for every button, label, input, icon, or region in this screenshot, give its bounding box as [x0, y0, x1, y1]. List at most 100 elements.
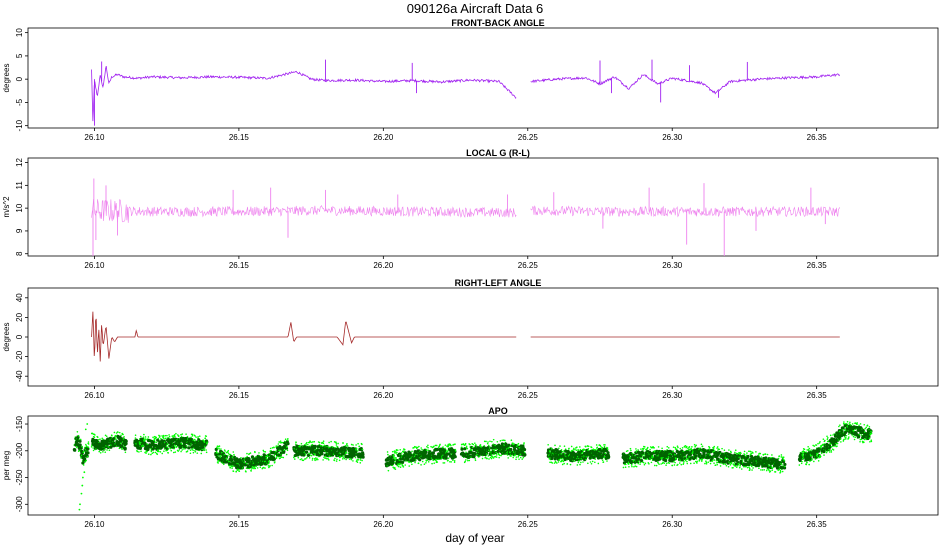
data-point: [254, 451, 256, 454]
data-point: [269, 452, 271, 455]
data-point: [771, 469, 774, 471]
data-point: [649, 448, 651, 451]
data-point: [452, 459, 454, 462]
data-point: [387, 453, 389, 456]
data-point: [165, 437, 167, 439]
data-point: [835, 442, 837, 445]
plot-area: [91, 59, 841, 126]
data-point: [801, 460, 803, 463]
data-point: [705, 460, 707, 463]
data-point: [159, 435, 161, 437]
data-point: [248, 453, 251, 455]
data-point: [509, 447, 513, 452]
data-point: [344, 444, 347, 447]
data-point: [275, 450, 277, 453]
data-point: [275, 457, 278, 460]
data-point: [134, 434, 137, 437]
data-point: [640, 448, 642, 450]
data-point: [759, 452, 762, 455]
data-point: [105, 435, 108, 438]
data-point: [231, 465, 234, 468]
data-point: [738, 466, 741, 469]
data-point: [826, 435, 828, 438]
data-point: [264, 467, 266, 469]
data-point: [313, 444, 317, 448]
data-point: [216, 447, 219, 450]
data-point: [300, 458, 303, 460]
data-point: [267, 464, 270, 467]
data-point: [830, 451, 833, 453]
y-tick-label: -10: [15, 119, 24, 131]
data-point: [341, 458, 344, 460]
data-point: [418, 445, 420, 448]
data-point: [438, 445, 441, 448]
y-tick-label: -150: [15, 415, 24, 432]
data-point: [852, 435, 855, 438]
data-point: [145, 439, 147, 441]
data-point: [689, 448, 692, 451]
data-point: [431, 462, 433, 465]
data-point: [559, 445, 561, 447]
data-point: [310, 454, 313, 457]
data-point: [665, 462, 668, 465]
data-point: [185, 445, 188, 447]
y-tick-label: 8: [15, 251, 24, 256]
data-point: [95, 448, 97, 450]
data-point: [279, 449, 281, 452]
data-point: [832, 434, 834, 436]
data-point: [191, 435, 194, 437]
data-point: [464, 442, 467, 445]
data-point: [328, 441, 330, 444]
data-point: [523, 453, 527, 457]
data-point: [864, 427, 867, 430]
data-point: [352, 460, 354, 462]
data-point: [658, 463, 660, 465]
data-point: [775, 466, 780, 470]
data-point: [551, 462, 554, 464]
data-point: [392, 454, 395, 456]
x-tick-label: 26.10: [84, 520, 105, 529]
data-point: [453, 455, 457, 459]
series-line: [530, 205, 841, 218]
data-point: [650, 461, 653, 464]
data-point: [778, 468, 781, 471]
data-point: [82, 464, 85, 466]
data-point: [595, 448, 597, 451]
data-point: [327, 457, 329, 460]
data-point: [570, 445, 573, 448]
x-tick-label: 26.30: [662, 391, 683, 400]
data-point: [774, 471, 777, 473]
data-point: [424, 450, 428, 454]
data-point: [696, 460, 699, 463]
data-point: [180, 435, 183, 438]
data-point: [144, 436, 147, 438]
x-tick-label: 26.15: [229, 261, 250, 270]
data-point: [322, 442, 325, 445]
data-point: [802, 457, 804, 460]
data-point: [200, 452, 203, 455]
data-point: [671, 464, 674, 467]
data-point: [119, 444, 124, 448]
data-point: [806, 461, 808, 464]
data-point: [808, 447, 811, 450]
data-point: [769, 470, 772, 473]
data-point: [267, 462, 270, 465]
data-point: [563, 445, 566, 447]
data-point: [644, 462, 647, 465]
data-point: [870, 440, 873, 443]
data-point: [828, 445, 832, 449]
data-point: [643, 447, 645, 450]
data-point: [154, 441, 156, 443]
data-point: [868, 437, 871, 439]
data-point: [430, 445, 432, 448]
data-point: [820, 445, 822, 448]
data-point: [217, 462, 219, 464]
data-point: [558, 447, 560, 450]
data-point: [834, 445, 836, 447]
data-point: [812, 444, 814, 447]
data-point: [432, 459, 435, 462]
data-point: [173, 447, 175, 450]
data-point: [690, 447, 692, 450]
x-tick-label: 26.10: [84, 391, 105, 400]
data-point: [470, 449, 473, 452]
